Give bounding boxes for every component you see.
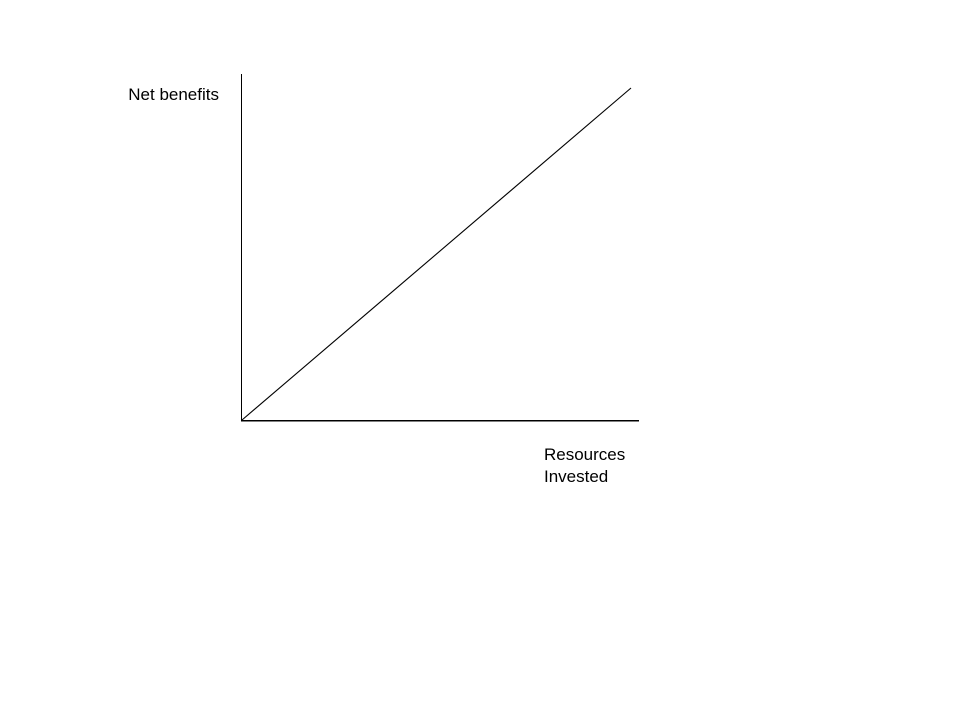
y-axis-label: Net benefits: [128, 85, 219, 104]
series-line-net-benefits: [241, 87, 632, 421]
x-axis-label: Resources Invested: [544, 444, 625, 488]
x-axis-label-line2: Invested: [544, 467, 609, 486]
x-axis-label-line1: Resources: [544, 445, 626, 464]
